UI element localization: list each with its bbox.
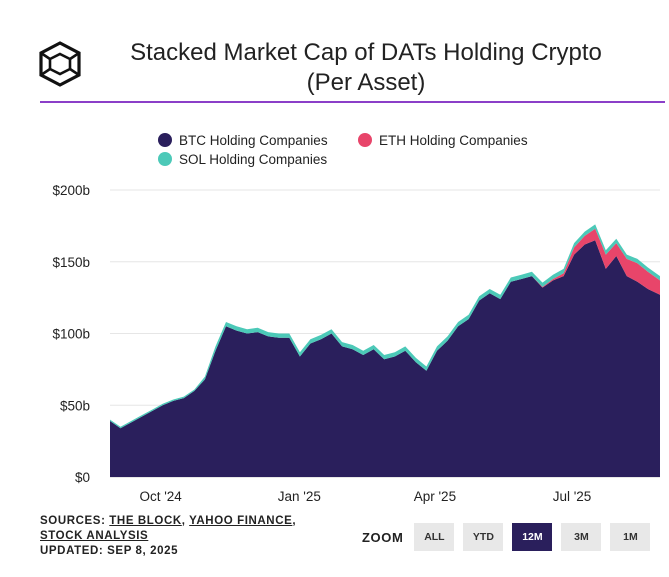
y-tick-label: $0 [75,470,90,485]
y-axis-labels: $0 $50b $100b $150b $200b [52,183,90,485]
legend-swatch [158,133,172,147]
zoom-all-button[interactable]: ALL [414,523,455,551]
legend-swatch [158,152,172,166]
source-link-yahoo-finance[interactable]: YAHOO FINANCE [189,515,293,527]
legend: BTC Holding Companies ETH Holding Compani… [158,133,528,167]
updated-date: UPDATED: SEP 8, 2025 [40,545,179,557]
btc-area [110,240,660,477]
sources-separator: , [181,515,190,527]
stacked-area-chart: BTC Holding Companies ETH Holding Compani… [52,133,660,504]
x-tick-label: Jan '25 [278,489,321,504]
zoom-1m-button[interactable]: 1M [610,523,651,551]
chart-title: Stacked Market Cap of DATs Holding Crypt… [96,38,636,98]
legend-label[interactable]: ETH Holding Companies [379,133,528,148]
y-tick-label: $150b [52,255,90,270]
source-link-stock-analysis[interactable]: STOCK ANALYSIS [40,530,149,542]
zoom-ytd-button[interactable]: YTD [463,523,504,551]
chart-title-line2: (Per Asset) [306,69,426,96]
y-tick-label: $50b [60,398,90,413]
source-link-the-block[interactable]: THE BLOCK [109,515,182,527]
legend-swatch [358,133,372,147]
sources-prefix: SOURCES: [40,515,110,527]
y-tick-label: $200b [52,183,90,198]
zoom-label: ZOOM [362,529,404,545]
x-tick-label: Oct '24 [139,489,182,504]
sources-footer: SOURCES: THE BLOCK, YAHOO FINANCE, STOCK… [40,514,296,559]
sources-separator: , [292,515,297,527]
x-axis-labels: Oct '24 Jan '25 Apr '25 Jul '25 [139,489,591,504]
legend-label[interactable]: SOL Holding Companies [179,152,327,167]
y-tick-label: $100b [52,327,90,342]
x-tick-label: Jul '25 [553,489,592,504]
series-areas [110,224,660,477]
sol-area [110,224,660,429]
x-tick-label: Apr '25 [414,489,456,504]
chart-title-line1: Stacked Market Cap of DATs Holding Crypt… [130,39,602,66]
title-divider [40,101,665,103]
zoom-3m-button[interactable]: 3M [561,523,602,551]
legend-label[interactable]: BTC Holding Companies [179,133,328,148]
zoom-controls: ZOOM ALL YTD 12M 3M 1M [362,523,659,551]
zoom-12m-button[interactable]: 12M [512,523,553,551]
the-block-logo-icon [39,41,81,87]
